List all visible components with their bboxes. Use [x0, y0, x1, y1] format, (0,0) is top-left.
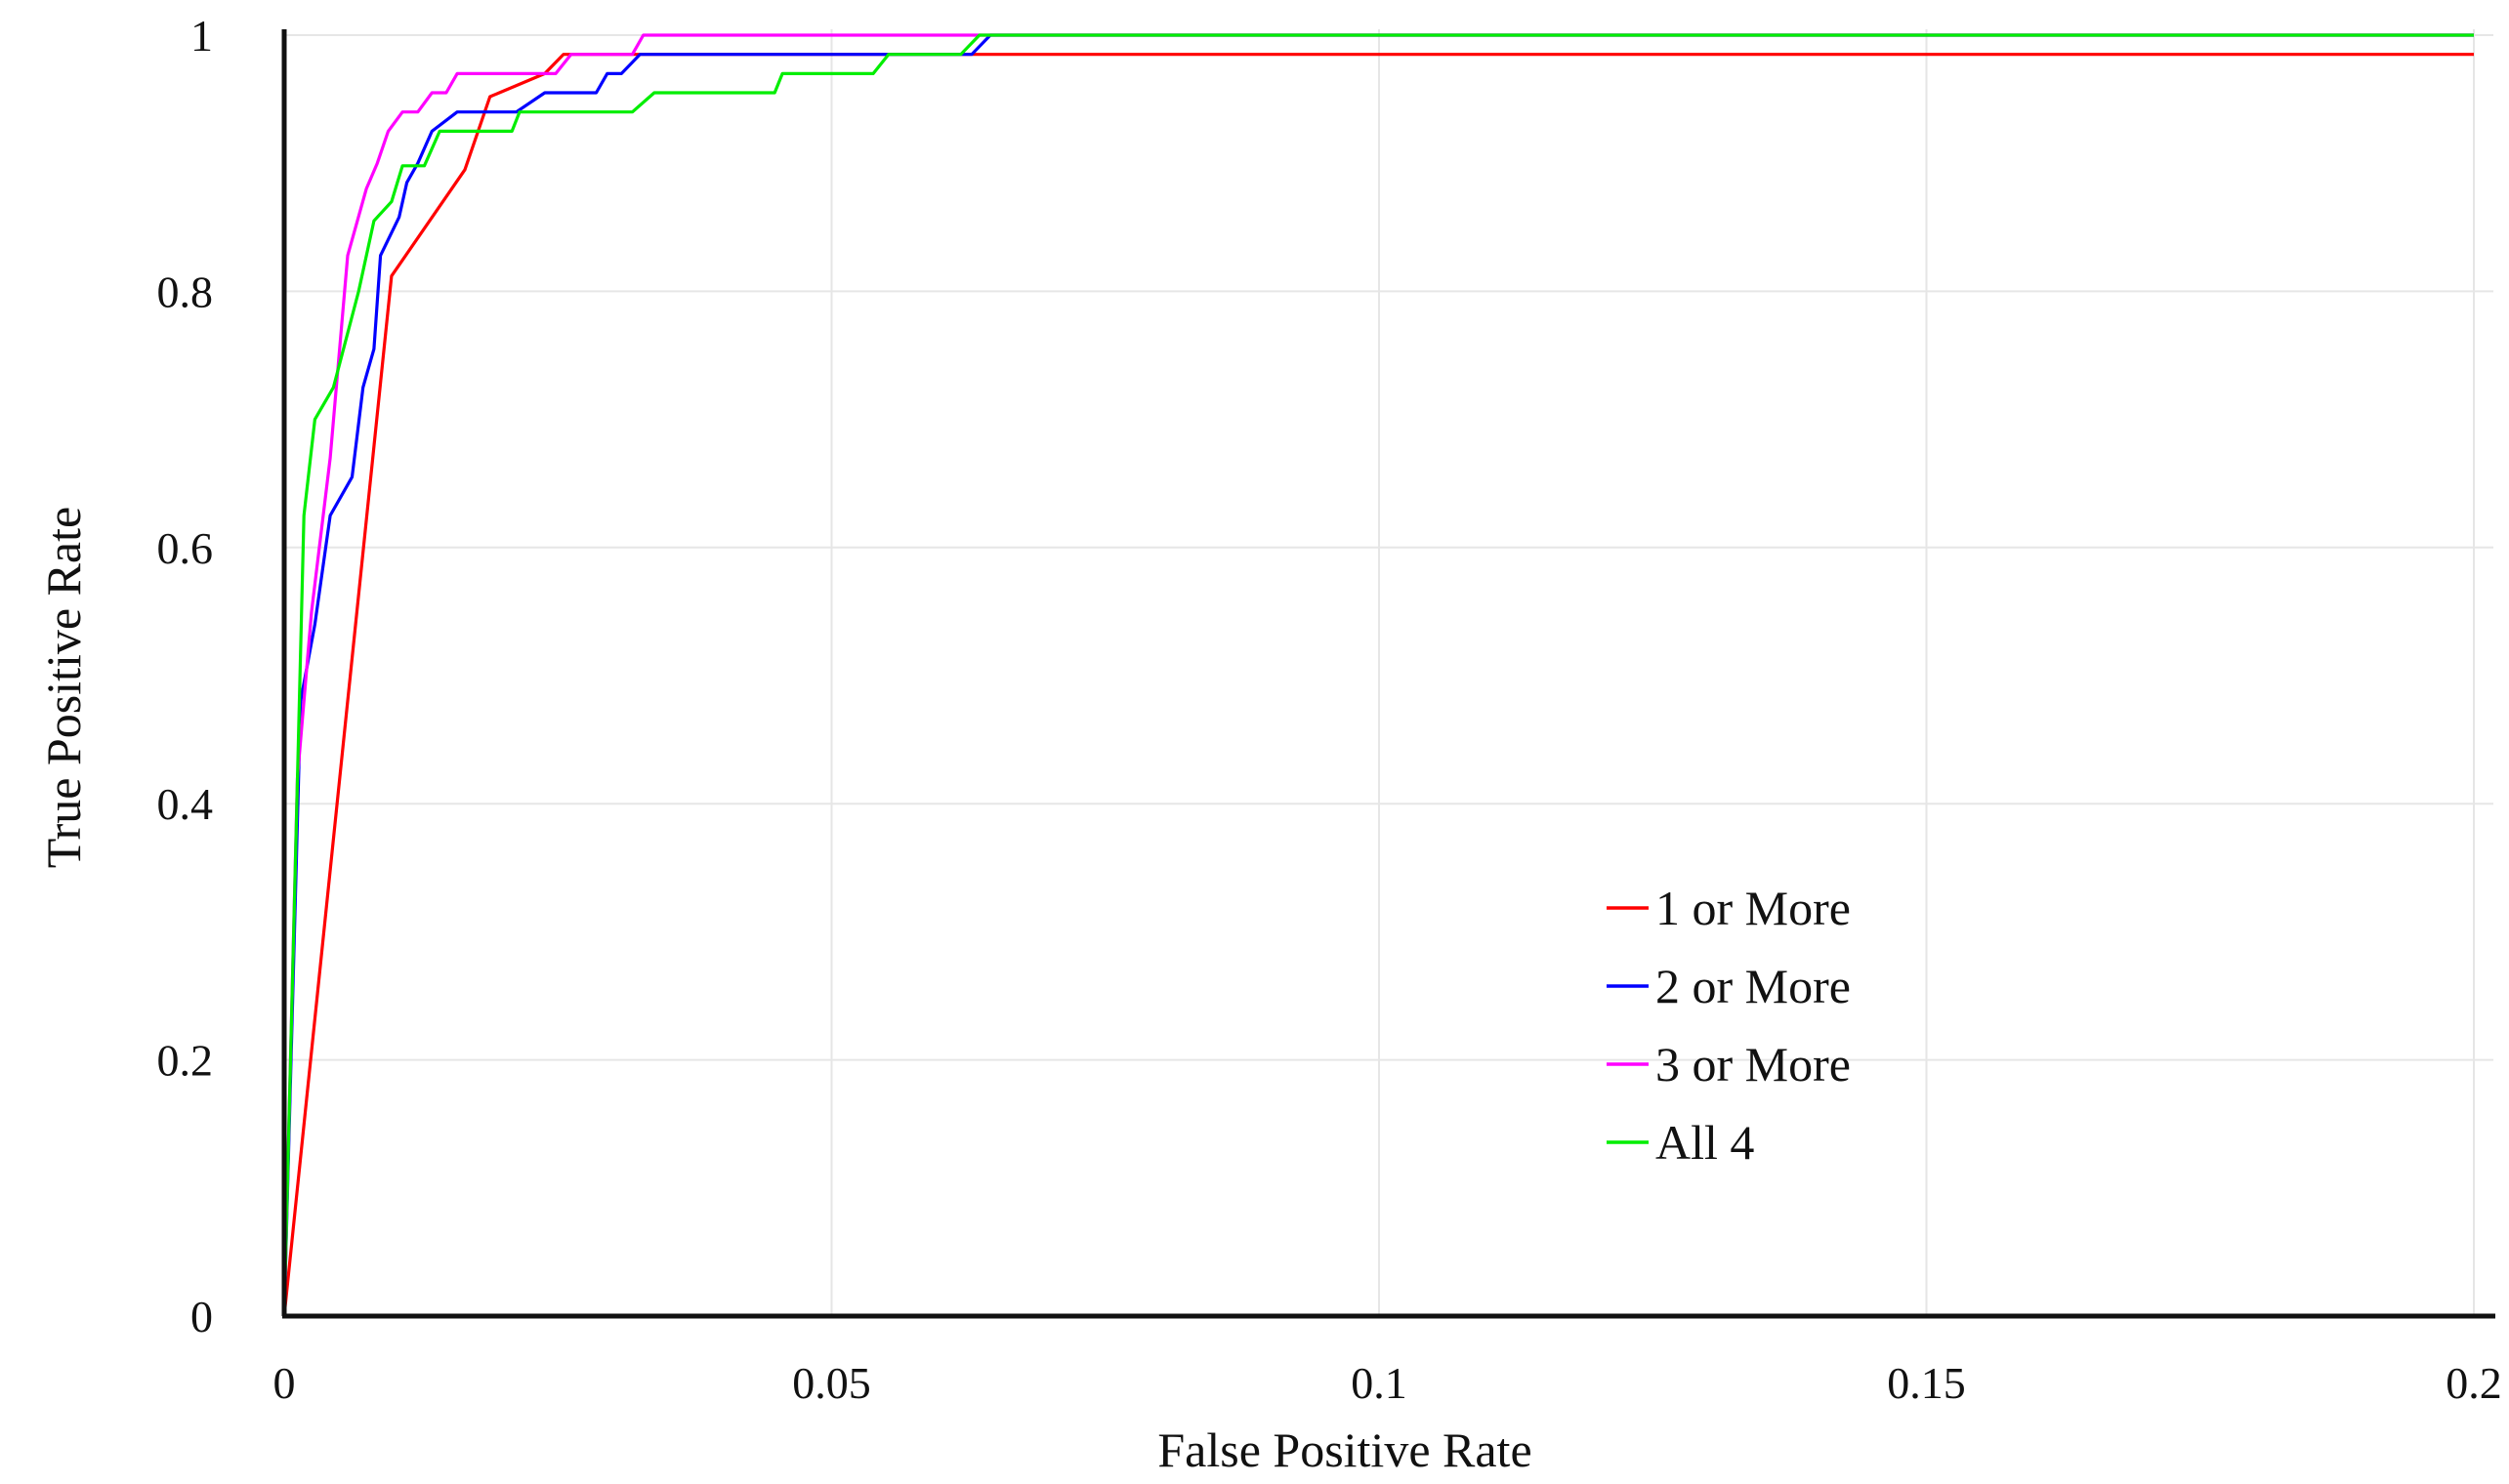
series-lines [282, 33, 2474, 1317]
y-tick-label: 0 [190, 1292, 213, 1341]
y-tick-label: 0.6 [157, 523, 214, 573]
x-tick-label: 0.1 [1351, 1358, 1407, 1408]
series-line [282, 33, 2474, 1317]
tick-labels: 0 0.05 0.1 0.15 0.2 0 0.2 0.4 0.6 0.8 1 [157, 11, 2502, 1408]
x-tick-label: 0.2 [2446, 1358, 2502, 1408]
x-tick-label: 0.05 [792, 1358, 871, 1408]
series-line [282, 33, 2474, 1317]
grid [284, 29, 2493, 1316]
legend-label: All 4 [1655, 1115, 1754, 1170]
x-axis-title: False Positive Rate [1157, 1422, 1531, 1477]
y-tick-label: 0.2 [157, 1036, 214, 1086]
legend-label: 3 or More [1655, 1037, 1851, 1092]
y-axis-title: True Positive Rate [36, 507, 91, 868]
y-tick-label: 1 [190, 11, 213, 61]
legend: 1 or More 2 or More 3 or More All 4 [1607, 881, 1851, 1170]
x-tick-label: 0 [273, 1358, 296, 1408]
legend-label: 2 or More [1655, 959, 1851, 1013]
series-line [282, 53, 2474, 1317]
series-line [282, 33, 2474, 1317]
y-tick-label: 0.8 [157, 267, 214, 316]
x-tick-label: 0.15 [1887, 1358, 1966, 1408]
y-tick-label: 0.4 [157, 779, 214, 829]
legend-label: 1 or More [1655, 881, 1851, 935]
axes [281, 29, 2495, 1319]
